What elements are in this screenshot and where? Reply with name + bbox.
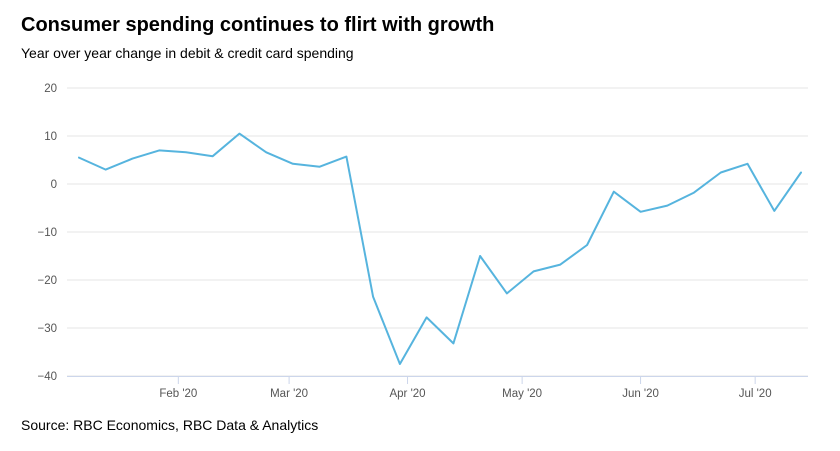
y-axis: 20 10 0 −10 −20 −30 −40 — [37, 83, 57, 383]
data-point[interactable] — [130, 156, 136, 162]
y-tick-label: 10 — [44, 131, 57, 143]
y-tick-label: 0 — [51, 179, 57, 191]
x-axis: Feb '20 Mar '20 Apr '20 May '20 Jun '20 Jul '… — [67, 376, 808, 400]
data-point[interactable] — [638, 209, 644, 215]
data-point[interactable] — [584, 242, 590, 248]
chart-title: Consumer spending continues to flirt wit… — [21, 14, 495, 36]
data-point[interactable] — [531, 268, 537, 274]
y-tick-label: −10 — [37, 227, 57, 239]
y-tick-label: −20 — [37, 275, 57, 287]
series-layer — [76, 131, 804, 367]
data-point[interactable] — [504, 290, 510, 296]
data-point[interactable] — [156, 147, 162, 153]
data-point[interactable] — [424, 314, 430, 320]
data-point[interactable] — [76, 155, 82, 161]
data-point[interactable] — [397, 361, 403, 367]
x-tick-label: May '20 — [502, 388, 542, 400]
y-tick-label: −30 — [37, 323, 57, 335]
data-point[interactable] — [236, 131, 242, 137]
data-point[interactable] — [557, 262, 563, 268]
data-point[interactable] — [611, 189, 617, 195]
x-tick-label: Feb '20 — [159, 388, 197, 400]
data-point[interactable] — [290, 161, 296, 167]
x-tick-label: Jul '20 — [739, 388, 772, 400]
data-point[interactable] — [664, 203, 670, 209]
y-tick-label: 20 — [44, 83, 57, 95]
data-point[interactable] — [370, 294, 376, 300]
data-point[interactable] — [798, 170, 804, 176]
data-point[interactable] — [771, 208, 777, 214]
data-point[interactable] — [691, 190, 697, 196]
x-tick-label: Jun '20 — [622, 388, 659, 400]
y-tick-label: −40 — [37, 371, 57, 383]
data-point[interactable] — [450, 340, 456, 346]
series-line — [78, 132, 802, 365]
data-point[interactable] — [317, 164, 323, 170]
chart-subtitle: Year over year change in debit & credit … — [21, 45, 354, 61]
x-tick-label: Apr '20 — [389, 388, 425, 400]
data-point[interactable] — [263, 149, 269, 155]
data-point[interactable] — [103, 167, 109, 173]
source-note: Source: RBC Economics, RBC Data & Analyt… — [21, 417, 319, 433]
x-tick-label: Mar '20 — [270, 388, 308, 400]
data-point[interactable] — [477, 253, 483, 259]
data-point[interactable] — [210, 153, 216, 159]
data-point[interactable] — [183, 149, 189, 155]
gridlines — [67, 87, 808, 377]
data-point[interactable] — [718, 170, 724, 176]
data-point[interactable] — [343, 154, 349, 160]
data-point[interactable] — [745, 161, 751, 167]
